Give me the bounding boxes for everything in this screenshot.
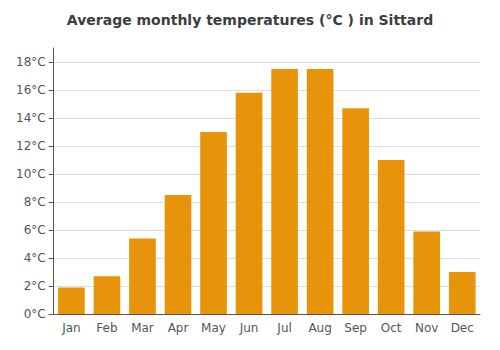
svg-text:Apr: Apr [168,321,189,335]
svg-text:14°C: 14°C [16,111,46,125]
svg-text:8°C: 8°C [24,195,46,209]
svg-text:2°C: 2°C [24,279,46,293]
svg-text:4°C: 4°C [24,251,46,265]
svg-text:0°C: 0°C [24,307,46,321]
svg-text:Jul: Jul [276,321,291,335]
svg-text:Sep: Sep [344,321,367,335]
svg-text:Feb: Feb [96,321,117,335]
svg-text:6°C: 6°C [24,223,46,237]
svg-text:10°C: 10°C [16,167,46,181]
svg-text:Jan: Jan [61,321,81,335]
svg-text:16°C: 16°C [16,83,46,97]
svg-text:Nov: Nov [415,321,438,335]
svg-text:Oct: Oct [381,321,402,335]
svg-text:Jun: Jun [239,321,259,335]
svg-text:Average monthly temperatures (: Average monthly temperatures (°C ) in Si… [67,12,433,28]
svg-text:Aug: Aug [308,321,331,335]
svg-text:Mar: Mar [131,321,154,335]
svg-text:18°C: 18°C [16,55,46,69]
svg-text:12°C: 12°C [16,139,46,153]
svg-text:May: May [201,321,226,335]
svg-text:Dec: Dec [451,321,474,335]
